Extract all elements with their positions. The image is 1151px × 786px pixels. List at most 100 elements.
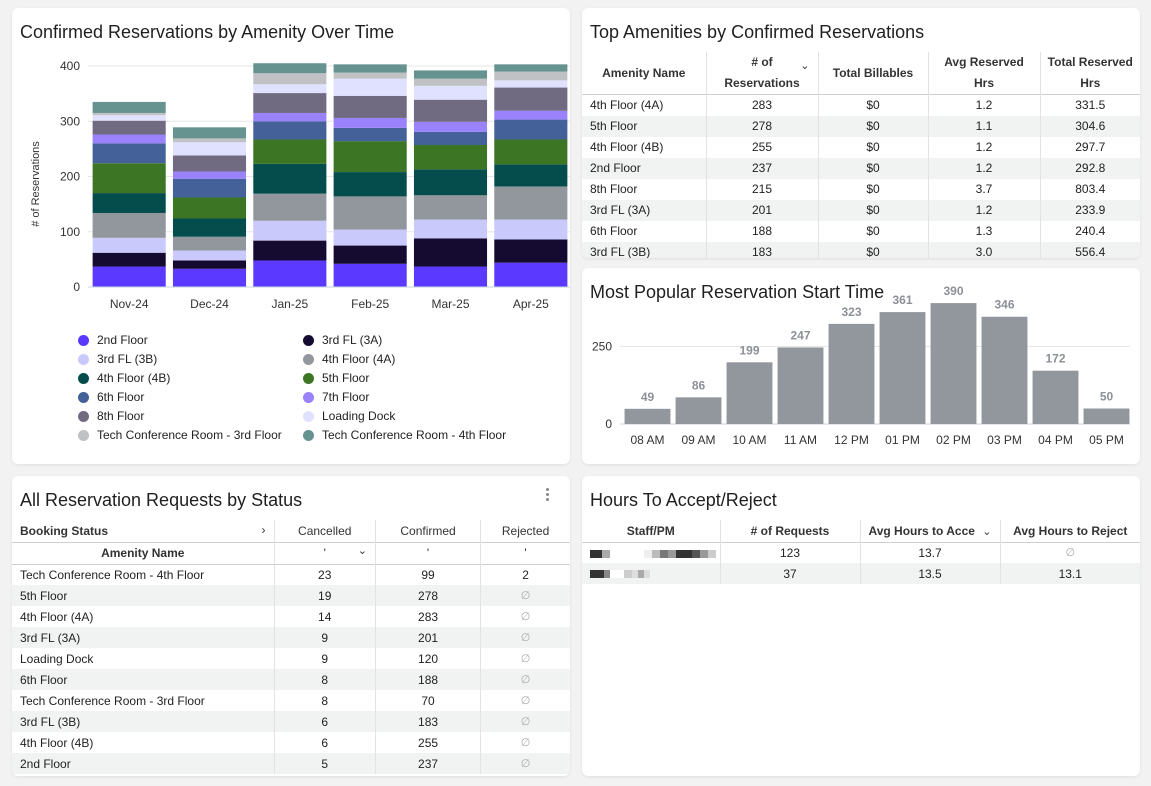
legend-item[interactable]: 7th Floor [303, 389, 528, 405]
table-cell: 5th Floor [12, 585, 275, 606]
table-cell: 278 [706, 115, 819, 137]
column-header[interactable]: Amenity Name [582, 52, 707, 95]
table-cell: 255 [375, 732, 482, 753]
table-row[interactable]: 3rd FL (3B) 183 $0 3.0 556.4 [582, 241, 1140, 258]
table-cell: 70 [375, 690, 482, 711]
table-row[interactable]: 8th Floor 215 $0 3.7 803.4 [582, 178, 1140, 200]
table-row[interactable]: 2nd Floor 5 237 ∅ [12, 753, 570, 774]
column-header-rejected[interactable]: Rejected [501, 523, 550, 538]
table-row[interactable]: 4th Floor (4A) 14 283 ∅ [12, 606, 570, 627]
table-row[interactable]: Loading Dock 9 120 ∅ [12, 648, 570, 669]
table-row[interactable]: 3rd FL (3A) 9 201 ∅ [12, 627, 570, 648]
legend-item[interactable]: 3rd FL (3B) [78, 351, 303, 367]
table-row[interactable]: 4th Floor (4B) 255 $0 1.2 297.7 [582, 136, 1140, 158]
subheader-confirmed[interactable]: ' [375, 542, 482, 564]
legend-item[interactable]: 6th Floor [78, 389, 303, 405]
legend-item[interactable]: Tech Conference Room - 4th Floor [303, 427, 528, 443]
chevron-right-icon[interactable]: › [261, 523, 266, 537]
legend-item[interactable]: 5th Floor [303, 370, 528, 386]
table-cell: $0 [818, 220, 929, 242]
bar-segment [494, 262, 568, 287]
chevron-down-icon[interactable]: ⌄ [982, 525, 992, 538]
sub-mark: ' [323, 546, 326, 560]
legend-item[interactable]: 4th Floor (4A) [303, 351, 528, 367]
table-row[interactable]: Tech Conference Room - 3rd Floor 8 70 ∅ [12, 690, 570, 711]
column-header-avg-reject[interactable]: Avg Hours to Reject [1013, 523, 1128, 538]
table-cell: 292.8 [1040, 157, 1140, 179]
legend-label: 3rd FL (3A) [322, 333, 383, 347]
column-header[interactable]: # of Reservations ⌄ [706, 52, 819, 95]
row-header-amenity-name[interactable]: Amenity Name [12, 542, 275, 564]
bar-segment [333, 64, 407, 73]
table-row[interactable]: 2nd Floor 237 $0 1.2 292.8 [582, 157, 1140, 179]
table-row[interactable]: 3rd FL (3A) 201 $0 1.2 233.9 [582, 199, 1140, 221]
table-row[interactable]: 5th Floor 19 278 ∅ [12, 585, 570, 606]
table-cell: 8th Floor [582, 178, 707, 200]
column-header-cancelled[interactable]: Cancelled [274, 520, 376, 542]
legend-label: 8th Floor [97, 409, 145, 423]
table-row[interactable]: 4th Floor (4A) 283 $0 1.2 331.5 [582, 94, 1140, 116]
legend-item[interactable]: 3rd FL (3A) [303, 332, 528, 348]
table-cell: 123 [720, 542, 861, 563]
legend-swatch [78, 353, 89, 365]
bar-segment [494, 80, 568, 88]
data-label: 50 [1100, 390, 1114, 404]
bar-segment [333, 127, 407, 142]
subheader-cancelled[interactable]: ' ⌄ [274, 542, 376, 564]
table-cell: 3rd FL (3B) [582, 241, 707, 258]
column-header[interactable]: Total Reserved Hrs [1040, 52, 1140, 95]
bar-segment [333, 117, 407, 128]
column-header-avg-accept[interactable]: Avg Hours to Acce ⌄ [860, 520, 1001, 542]
bar-segment [494, 186, 568, 220]
legend-item[interactable]: 4th Floor (4B) [78, 370, 303, 386]
table-cell: 5 [274, 753, 376, 774]
legend-swatch [78, 429, 89, 441]
redaction-block [632, 570, 638, 579]
table-cell: 237 [375, 753, 482, 774]
legend-item[interactable]: Tech Conference Room - 3rd Floor [78, 427, 303, 443]
table-row[interactable]: Tech Conference Room - 4th Floor 23 99 2 [12, 564, 570, 585]
redaction-block [700, 549, 708, 558]
bar [879, 312, 926, 424]
table-cell: 1.2 [928, 94, 1041, 116]
legend-item[interactable]: 8th Floor [78, 408, 303, 424]
table-row[interactable]: 4th Floor (4B) 6 255 ∅ [12, 732, 570, 753]
empty-set-icon: ∅ [520, 695, 531, 707]
redaction-block [602, 549, 610, 558]
bar-segment [253, 139, 327, 164]
column-header[interactable]: Total Billables [818, 52, 929, 95]
bar-segment [333, 229, 407, 246]
header-label: # of [751, 55, 773, 69]
chevron-down-icon[interactable]: ⌄ [800, 60, 810, 72]
start-time-bar-chart: 0 250 49 08 AM 86 09 AM 199 10 AM 247 11 AM 323 12 … [592, 284, 1130, 447]
legend-label: 2nd Floor [97, 333, 148, 347]
column-header[interactable]: Avg Reserved Hrs [928, 52, 1041, 95]
bar-segment [172, 268, 247, 287]
table-row[interactable]: 123 13.7 ∅ [582, 542, 1140, 563]
table-row[interactable]: 5th Floor 278 $0 1.1 304.6 [582, 115, 1140, 137]
data-label: 172 [1045, 352, 1065, 366]
empty-set-icon: ∅ [520, 611, 531, 623]
data-label: 247 [790, 328, 810, 342]
table-row[interactable]: 3rd FL (3B) 6 183 ∅ [12, 711, 570, 732]
pivot-header-booking-status[interactable]: Booking Status › [12, 520, 275, 542]
top-amenities-card: Top Amenities by Confirmed Reservations … [582, 8, 1140, 258]
bar-segment [333, 172, 407, 197]
table-cell: $0 [818, 178, 929, 200]
bar [930, 303, 977, 424]
start-time-card: Most Popular Reservation Start Time 0 250… [582, 268, 1140, 464]
kebab-menu-icon[interactable] [546, 488, 550, 504]
column-header-confirmed[interactable]: Confirmed [375, 520, 482, 542]
table-row[interactable]: 6th Floor 8 188 ∅ [12, 669, 570, 690]
legend-item[interactable]: 2nd Floor [78, 332, 303, 348]
subheader-rejected[interactable]: ' [524, 546, 527, 560]
column-header-staff[interactable]: Staff/PM [582, 520, 721, 542]
legend-item[interactable]: Loading Dock [303, 408, 528, 424]
table-cell: 3rd FL (3B) [12, 711, 275, 732]
chevron-down-icon[interactable]: ⌄ [357, 544, 367, 557]
data-label: 390 [943, 284, 963, 298]
column-header-requests[interactable]: # of Requests [720, 520, 861, 542]
table-row[interactable]: 37 13.5 13.1 [582, 563, 1140, 584]
bar-segment [172, 218, 247, 237]
table-row[interactable]: 6th Floor 188 $0 1.3 240.4 [582, 220, 1140, 242]
